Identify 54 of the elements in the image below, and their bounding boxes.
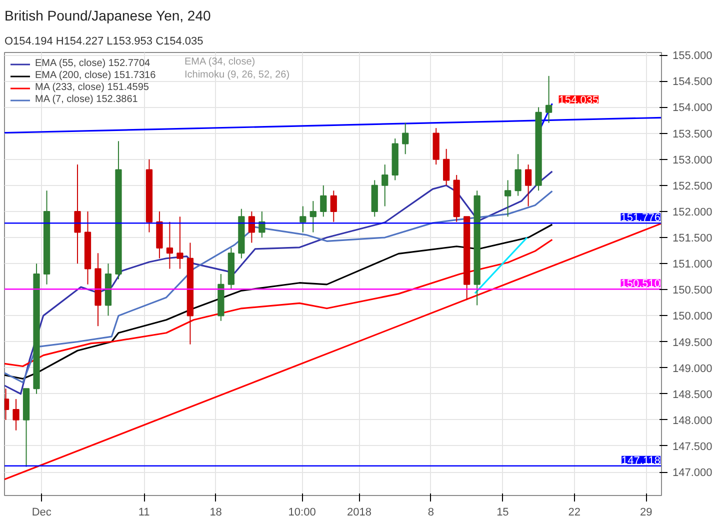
x-tick-label: 18 — [210, 506, 222, 518]
x-tick-label: 2018 — [347, 506, 372, 518]
chart-subtitle: O154.194 H154.227 L153.953 C154.035 — [4, 36, 204, 48]
y-tick-label: 154.500 — [672, 76, 712, 88]
y-tick-label: 149.000 — [672, 362, 712, 375]
candlestick — [12, 398, 20, 431]
candlestick — [330, 190, 337, 222]
y-tick-label: 149.500 — [672, 336, 712, 349]
y-tick-label: 154.000 — [672, 102, 712, 114]
y-tick-label: 147.000 — [672, 467, 712, 480]
chart-title: British Pound/Japanese Yen, 240 — [4, 8, 211, 24]
x-tick-label: 29 — [640, 506, 652, 518]
candlestick — [166, 221, 174, 270]
legend-label: EMA (55, close) 152.7704 — [35, 58, 150, 69]
y-tick-label: 150.000 — [672, 310, 712, 323]
ref-line-label: 147.118 — [622, 454, 661, 467]
annotation: EMA (34, close) — [184, 56, 256, 68]
legend-label: MA (233, close) 151.4595 — [35, 82, 149, 93]
y-tick-label: 152.500 — [672, 180, 712, 192]
candlestick — [248, 210, 255, 244]
candlestick — [176, 216, 184, 270]
x-tick-label: 22 — [568, 506, 581, 518]
y-tick-label: 148.000 — [672, 414, 712, 427]
y-tick-label: 155.000 — [672, 50, 712, 62]
candlestick — [514, 154, 522, 196]
y-tick-label: 151.000 — [672, 258, 712, 271]
x-tick-label: 11 — [138, 506, 150, 518]
y-tick-label: 151.500 — [672, 232, 712, 245]
line-series — [4, 238, 554, 368]
y-tick-label: 153.000 — [672, 154, 712, 166]
annotation: 154.035 — [558, 94, 599, 106]
candlestick — [504, 180, 512, 218]
y-tick-label: 153.500 — [672, 128, 712, 140]
y-tick-label: 152.000 — [672, 206, 712, 218]
line-series — [4, 224, 554, 380]
candlestick — [382, 164, 388, 207]
candlestick — [443, 148, 450, 186]
candlestick — [300, 206, 306, 233]
x-tick-label: Dec — [32, 506, 52, 518]
candlestick — [545, 75, 552, 124]
legend-label: MA (7, close) 152.3861 — [35, 94, 138, 105]
y-tick-label: 148.500 — [672, 388, 712, 401]
candlestick — [310, 200, 316, 233]
candlestick — [402, 122, 409, 155]
legend-label: EMA (200, close) 151.7316 — [35, 70, 156, 81]
y-tick-label: 150.500 — [672, 284, 712, 297]
candlestick — [524, 164, 532, 207]
x-tick-label: 10:00 — [288, 506, 316, 518]
candlestick — [320, 184, 327, 218]
candlestick — [74, 164, 81, 264]
annotation: Ichimoku (9, 26, 52, 26) — [184, 70, 290, 80]
x-tick-label: 8 — [428, 506, 434, 518]
y-tick-label: 147.500 — [672, 440, 712, 453]
x-tick-label: 15 — [496, 506, 509, 518]
